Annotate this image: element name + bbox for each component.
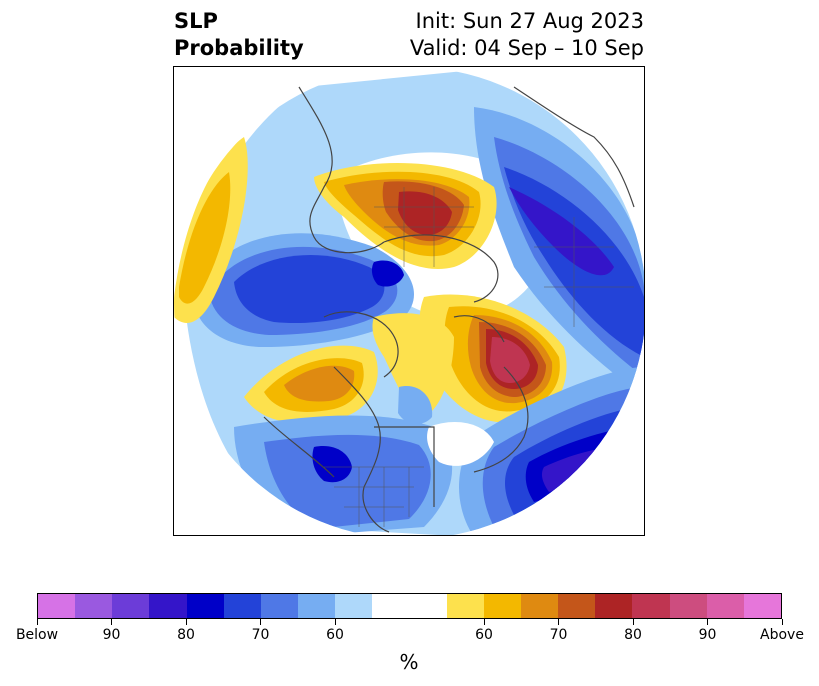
borders [324,187,634,527]
below-normal-north-pacific [194,233,414,347]
init-date: Init: Sun 27 Aug 2023 [415,9,644,33]
title-right: Init: Sun 27 Aug 2023 Valid: 04 Sep – 10… [410,8,644,62]
colorbar-segment [706,594,744,618]
colorbar-tick [334,619,336,625]
colorbar-segment [372,594,447,618]
title-left: SLP Probability [174,8,304,62]
colorbar-tick [260,619,261,625]
colorbar-segment [521,594,559,618]
colorbar-tick [707,619,708,625]
title-variable: SLP [174,9,218,33]
colorbar-segment [335,594,373,618]
above-normal-arctic-canada [372,313,454,417]
title-type: Probability [174,36,304,60]
colorbar-tick-label: 90 [102,627,121,643]
colorbar-segment [75,594,113,618]
colorbar-tick [558,619,559,625]
colorbar-segment [446,594,484,618]
colorbar-segment [632,594,670,618]
colorbar-tick [483,619,485,625]
colorbar-tick [36,619,38,625]
colorbar-segment [112,594,150,618]
colorbar-tick-label: 80 [177,627,195,643]
colorbar-tick-label: 70 [549,627,568,643]
colorbar-tick-label: Below [15,627,59,643]
colorbar-segment [595,594,633,618]
colorbar-segment [558,594,596,618]
above-normal-west-edge [174,137,248,323]
colorbar-segment [483,594,522,618]
coastlines [263,86,635,533]
colorbar-tick-label: 60 [326,627,344,643]
colorbar-tick [781,619,783,625]
field-disc [174,67,644,535]
colorbar-tick [111,619,112,625]
colorbar [37,593,782,619]
colorbar-unit-label: % [399,650,419,674]
colorbar-tick-label: 60 [475,627,493,643]
colorbar-segment [743,594,782,618]
colorbar-segment [186,594,224,618]
colorbar-segment [38,594,76,618]
below-normal-arctic-canada [398,386,433,425]
probability-map [174,67,644,535]
colorbar-segment [260,594,299,618]
valid-range: Valid: 04 Sep – 10 Sep [409,36,644,60]
colorbar-tick [632,619,634,625]
colorbar-tick-label: 80 [624,627,642,643]
colorbar-segment [298,594,336,618]
colorbar-tick [185,619,187,625]
above-normal-max-north-atlantic [419,294,567,423]
below-normal-north-america [234,415,453,535]
colorbar-tick-label: 70 [251,627,270,643]
map-panel [173,66,645,536]
colorbar-tick-label: 90 [698,627,717,643]
colorbar-segment [669,594,707,618]
colorbar-segment [149,594,187,618]
colorbar-tick-label: Above [760,627,804,643]
above-normal-max-eurasia [314,163,497,269]
neutral-atlantic-gap [427,422,494,466]
colorbar-segment [223,594,261,618]
